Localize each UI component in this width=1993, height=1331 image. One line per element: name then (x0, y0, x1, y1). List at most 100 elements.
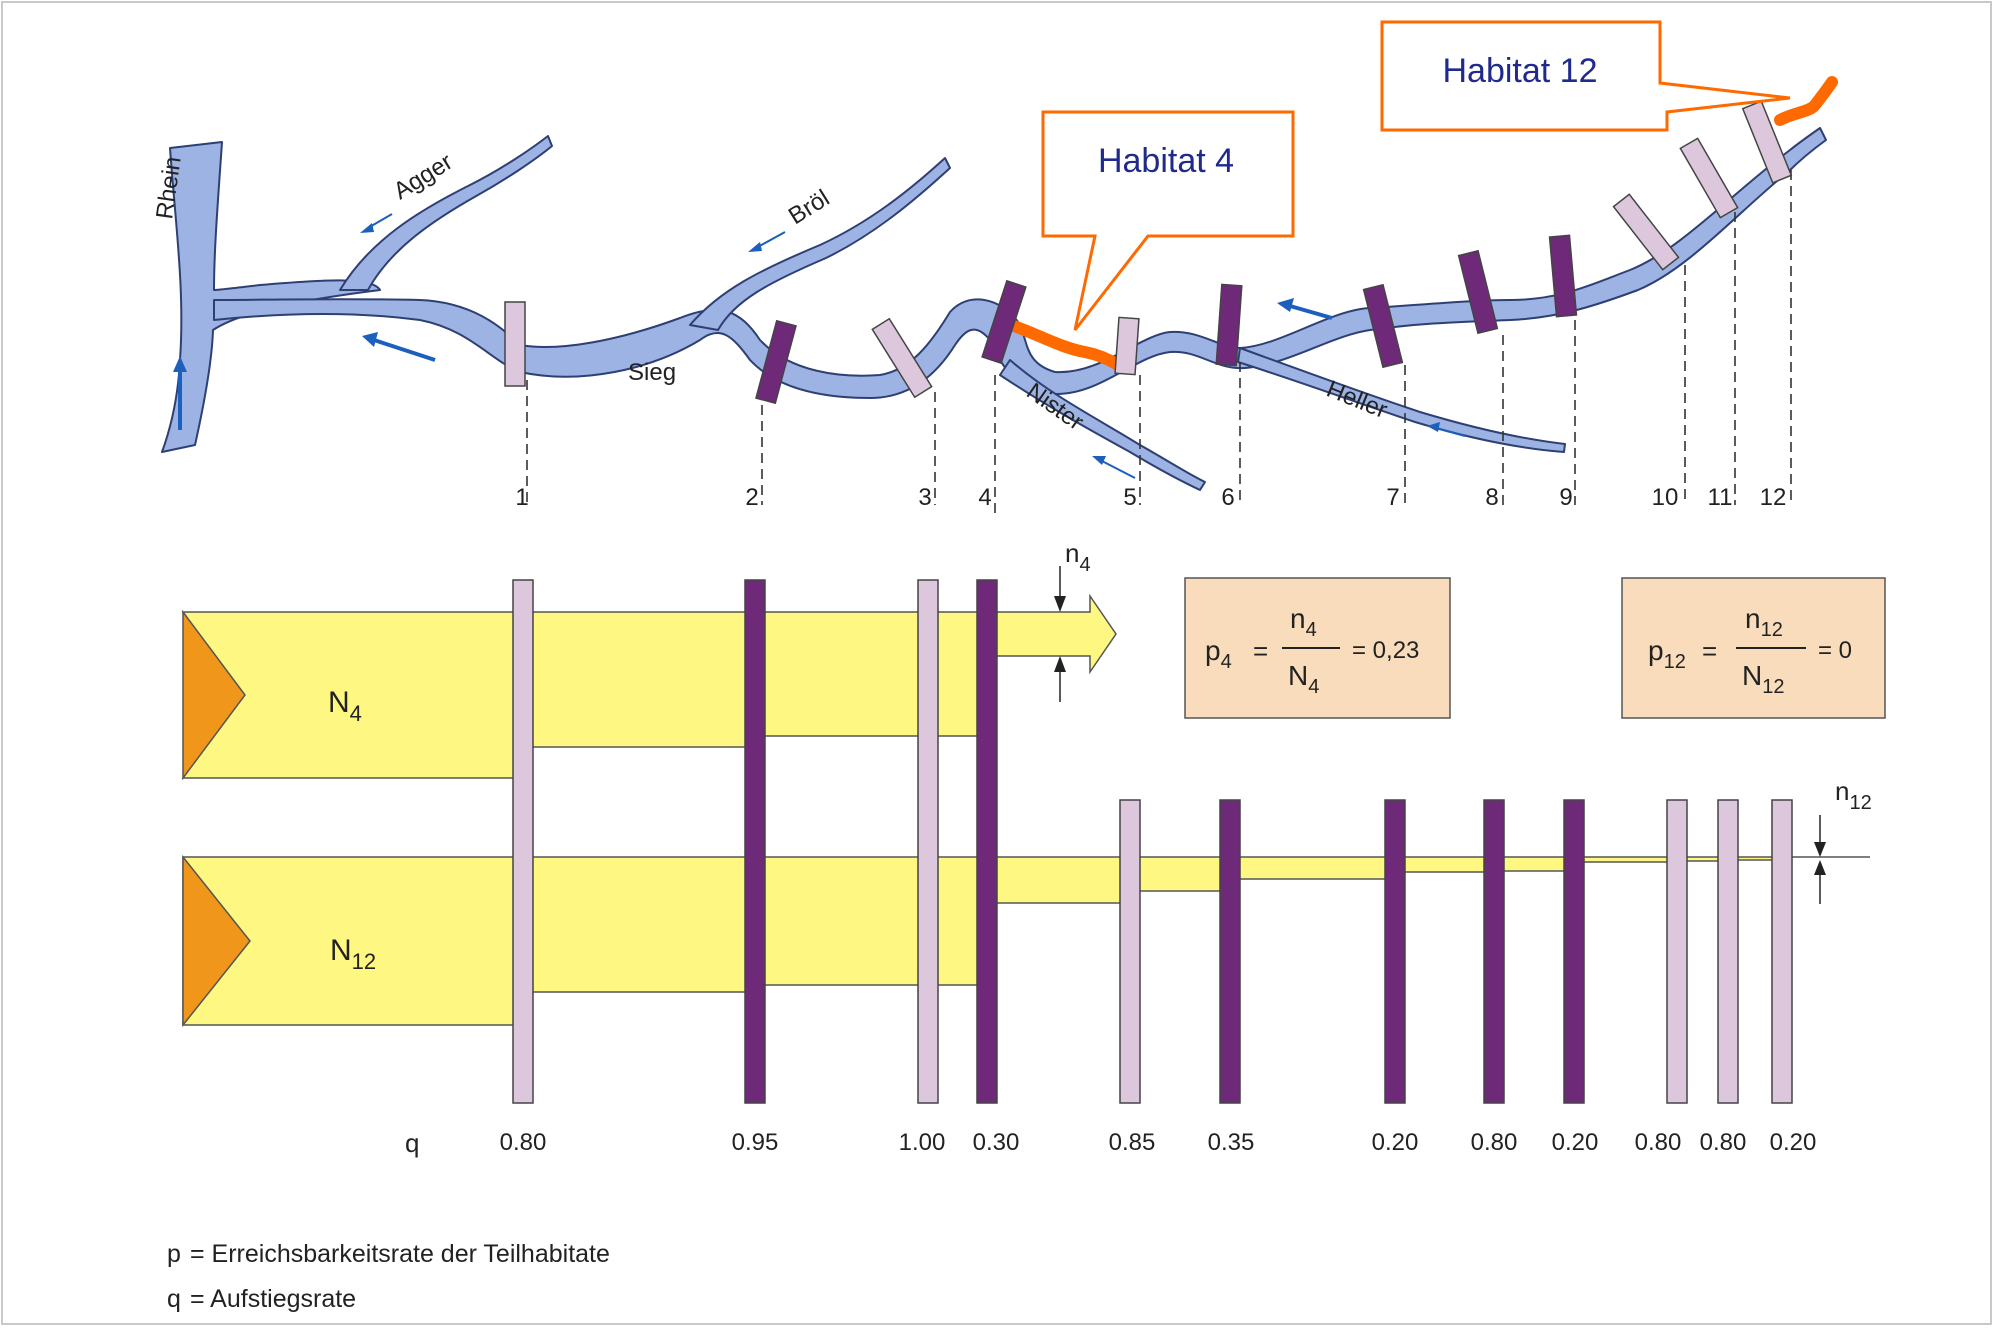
barrier-number-2: 2 (745, 484, 758, 511)
map-barrier-9 (1548, 234, 1578, 318)
arrow-heller (1435, 427, 1466, 437)
n12-dimension (1814, 815, 1826, 904)
dashed-drop-lines (526, 170, 1792, 515)
q-value-6: 0.35 (1208, 1129, 1255, 1156)
river-broel (689, 157, 951, 331)
river-sieg (213, 127, 1827, 399)
q-value-7: 0.20 (1372, 1129, 1419, 1156)
legend: p = Erreichsbarkeitsrate der Teilhabitat… (167, 1240, 610, 1313)
map-barrier-10 (1612, 193, 1680, 271)
legend-q-text: = Aufstiegsrate (190, 1285, 356, 1313)
q-value-10: 0.80 (1635, 1129, 1682, 1156)
flow-n12-segment-8 (1493, 856, 1575, 872)
callout-habitat-12-shape (1380, 20, 1791, 132)
arrow-broel-head (748, 242, 762, 252)
barrier-number-labels: 1 2 3 4 5 6 7 8 9 10 11 12 (515, 484, 1786, 511)
source-triangle-n12 (182, 854, 251, 1028)
barrier-number-4: 4 (978, 484, 991, 511)
map-barrier-8 (1457, 249, 1499, 335)
bar-barrier-8 (1483, 799, 1505, 1104)
formula-p12-lhs: p12 (1648, 635, 1686, 673)
q-value-3: 1.00 (899, 1129, 946, 1156)
barrier-number-8: 8 (1485, 484, 1498, 511)
barrier-number-3: 3 (918, 484, 931, 511)
formula-p4-denominator: N4 (1288, 660, 1319, 698)
n4-dim-arrow-bottom (1054, 656, 1066, 672)
barrier-number-11: 11 (1708, 484, 1733, 511)
bar-barrier-1 (512, 579, 534, 1104)
legend-q-symbol: q (167, 1285, 181, 1313)
map-barrier-3 (871, 317, 933, 399)
map-barrier-11 (1679, 137, 1739, 219)
habitat-4-line (996, 316, 1124, 371)
arrow-nister-head (1092, 456, 1106, 465)
map-barrier-4 (981, 279, 1027, 365)
q-value-9: 0.20 (1552, 1129, 1599, 1156)
map-barriers (504, 100, 1793, 405)
callout-habitat-12: Habitat 12 (1380, 20, 1791, 132)
q-row-label: q (405, 1128, 419, 1158)
callout-habitat-4: Habitat 4 (1041, 110, 1295, 331)
flow-n12-segment-7 (1391, 856, 1495, 873)
barrier-number-12: 12 (1760, 484, 1787, 511)
flow-band-n12 (182, 856, 1781, 1026)
flow-arrows (173, 213, 1466, 479)
arrow-heller-head (1427, 422, 1440, 432)
q-value-12: 0.20 (1770, 1129, 1817, 1156)
flow-label-n12: N12 (330, 934, 376, 974)
barrier-number-5: 5 (1123, 484, 1136, 511)
label-sieg: Sieg (628, 359, 676, 386)
barrier-number-1: 1 (515, 484, 528, 511)
flow-label-n12-small: n12 (1835, 776, 1872, 814)
arrow-sieg-head (362, 332, 378, 347)
formula-p4-numerator: n4 (1290, 603, 1317, 641)
bar-barrier-7 (1384, 799, 1406, 1104)
flow-n12-segment-1 (519, 856, 761, 993)
callout-habitat-4-text: Habitat 4 (1098, 142, 1234, 180)
flow-label-n4: N4 (328, 686, 362, 726)
legend-p-text: = Erreichsbarkeitsrate der Teilhabitate (190, 1240, 610, 1268)
flow-n12-segment-6 (1229, 856, 1393, 880)
arrow-rhein-head (173, 356, 187, 372)
flow-n12-segment-9 (1573, 856, 1677, 863)
river-agger (339, 135, 553, 291)
arrow-sieg (373, 338, 436, 362)
bar-barrier-5 (1119, 799, 1141, 1104)
arrow-agger-head (360, 223, 374, 233)
formula-p12-denominator: N12 (1742, 660, 1784, 698)
source-triangle-n4 (182, 609, 246, 781)
river-nister (999, 359, 1206, 491)
formula-box-p12: p12 = n12 N12 = 0 (1621, 577, 1886, 719)
formula-p4-lhs: p4 (1205, 635, 1232, 673)
q-value-5: 0.85 (1109, 1129, 1156, 1156)
q-value-2: 0.95 (732, 1129, 779, 1156)
n12-dim-arrow-top (1814, 842, 1826, 857)
river-heller (1237, 347, 1566, 453)
n4-dimension (1054, 566, 1066, 702)
formula-p12-result: = 0 (1818, 637, 1852, 664)
bar-barrier-4 (976, 579, 998, 1104)
flow-n12-segment-4 (985, 856, 1131, 904)
map-barrier-2 (755, 319, 797, 405)
map-barrier-5 (1114, 316, 1140, 376)
flow-n4-segment-1 (519, 611, 761, 748)
arrow-nister (1099, 459, 1136, 479)
map-barrier-7 (1362, 283, 1404, 369)
bar-barrier-3 (917, 579, 939, 1104)
formula-p12-eq: = (1702, 636, 1717, 666)
bar-barrier-11 (1717, 799, 1739, 1104)
habitat-12-line (1774, 76, 1838, 126)
barrier-number-7: 7 (1386, 484, 1399, 511)
formula-p12-numerator: n12 (1745, 603, 1783, 641)
bar-barrier-2 (744, 579, 766, 1104)
map-barrier-6 (1215, 283, 1243, 367)
arrow-heller-main-head (1277, 298, 1294, 312)
legend-p-symbol: p (167, 1240, 181, 1268)
map-barrier-1 (504, 301, 526, 387)
callout-habitat-4-shape (1041, 110, 1295, 331)
bar-barrier-12 (1771, 799, 1793, 1104)
flow-n4-segment-2 (759, 611, 929, 737)
bar-barrier-10 (1666, 799, 1688, 1104)
